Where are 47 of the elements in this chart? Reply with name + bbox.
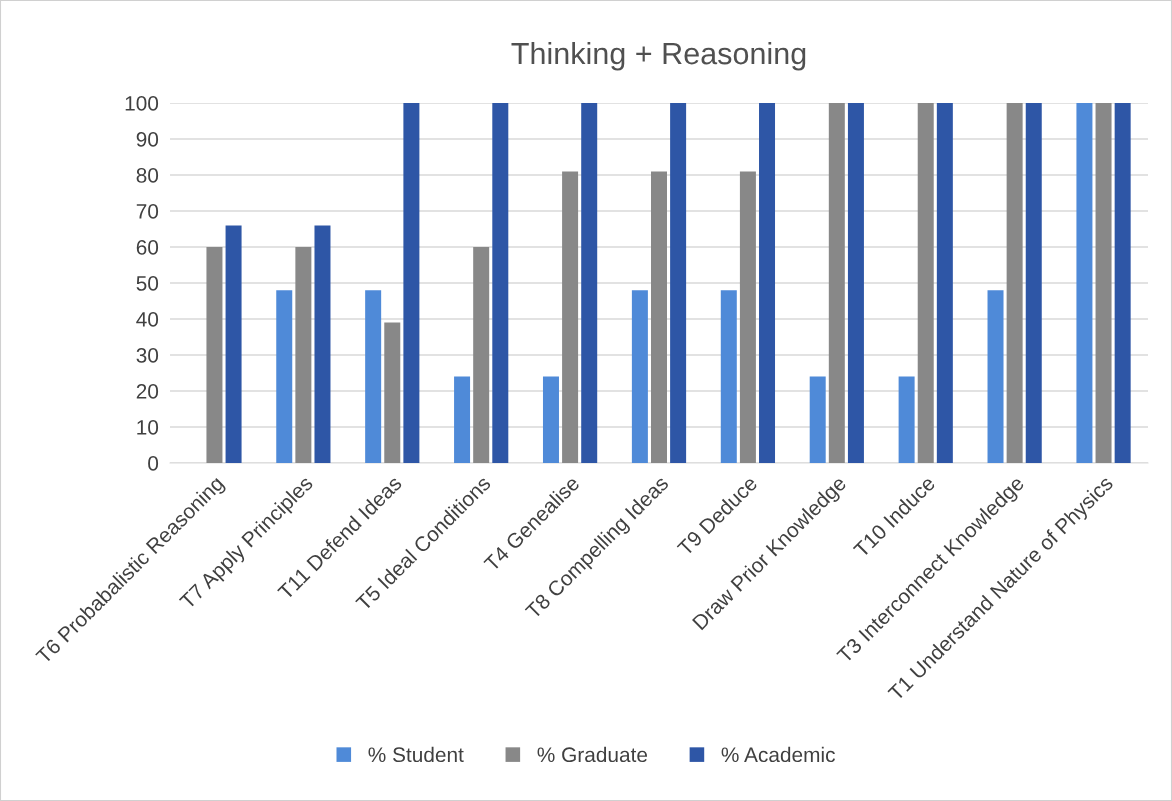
- y-tick-label: 40: [136, 312, 159, 327]
- bar: [542, 376, 559, 463]
- bar: [581, 103, 598, 463]
- bar: [562, 171, 579, 463]
- chart-title: Thinking + Reasoning: [511, 41, 806, 71]
- bar: [384, 322, 401, 463]
- y-tick-label: 90: [136, 132, 159, 147]
- y-tick-label: 100: [125, 96, 159, 111]
- bar: [225, 225, 242, 463]
- bar: [847, 103, 864, 463]
- bar: [473, 247, 490, 463]
- bar: [670, 103, 687, 463]
- legend-label: % Graduate: [537, 746, 648, 763]
- bar: [631, 290, 648, 463]
- bar: [492, 103, 509, 463]
- bar: [276, 290, 293, 463]
- bar: [1025, 103, 1042, 463]
- legend-label: % Student: [368, 746, 464, 763]
- y-tick-label: 30: [136, 348, 159, 363]
- bar: [403, 103, 420, 463]
- bar: [898, 376, 915, 463]
- bar: [936, 103, 953, 463]
- bar: [739, 171, 756, 463]
- bar: [759, 103, 776, 463]
- bar: [1095, 103, 1112, 463]
- bar: [809, 376, 826, 463]
- bar: [206, 247, 223, 463]
- y-tick-label: 60: [136, 240, 159, 255]
- y-tick-label: 10: [137, 420, 159, 435]
- legend-label: % Academic: [721, 746, 835, 763]
- y-tick-label: 0: [148, 456, 159, 471]
- bar: [295, 247, 312, 463]
- bar: [828, 103, 845, 463]
- bar: [1076, 103, 1093, 463]
- bar: [651, 171, 667, 463]
- bar: [720, 290, 737, 463]
- bar: [917, 103, 934, 463]
- bar: [365, 290, 382, 463]
- y-tick-label: 50: [136, 276, 159, 291]
- y-tick-label: 80: [136, 168, 159, 183]
- bar: [454, 376, 471, 463]
- y-tick-label: 20: [136, 384, 159, 399]
- bar: [314, 225, 331, 463]
- bar: [1114, 103, 1131, 463]
- bar: [987, 290, 1004, 463]
- bar: [1006, 103, 1023, 463]
- y-tick-label: 70: [136, 204, 159, 219]
